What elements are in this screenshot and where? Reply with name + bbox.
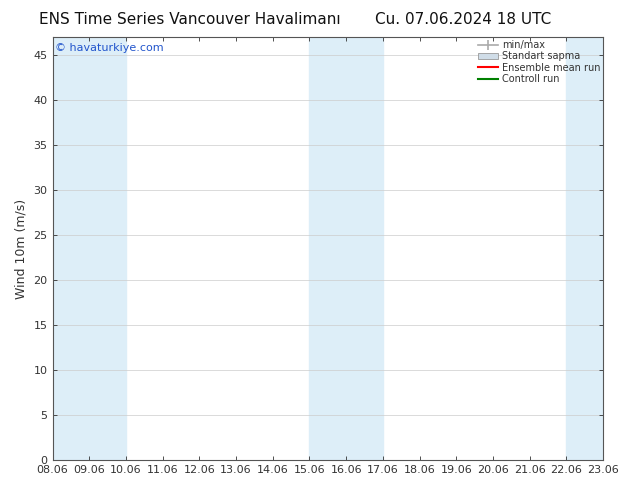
Bar <box>566 37 603 460</box>
Legend: min/max, Standart sapma, Ensemble mean run, Controll run: min/max, Standart sapma, Ensemble mean r… <box>476 38 602 86</box>
Bar <box>309 37 383 460</box>
Text: ENS Time Series Vancouver Havalimanı: ENS Time Series Vancouver Havalimanı <box>39 12 341 27</box>
Bar <box>53 37 126 460</box>
Y-axis label: Wind 10m (m/s): Wind 10m (m/s) <box>15 198 28 299</box>
Text: © havaturkiye.com: © havaturkiye.com <box>55 44 164 53</box>
Text: Cu. 07.06.2024 18 UTC: Cu. 07.06.2024 18 UTC <box>375 12 551 27</box>
